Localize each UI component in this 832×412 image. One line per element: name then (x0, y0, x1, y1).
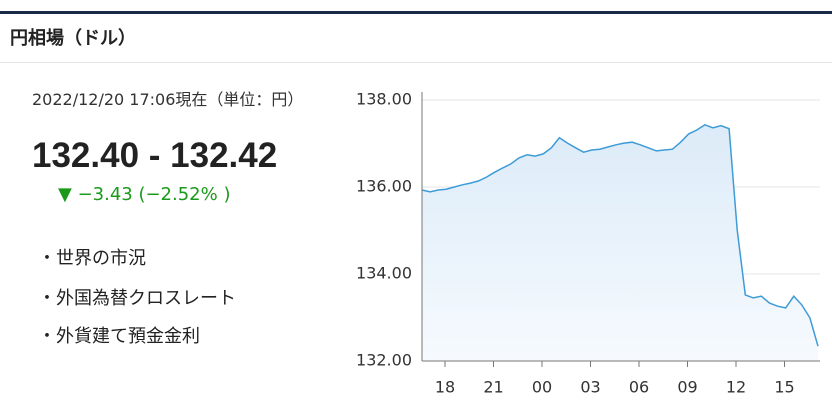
x-tick-label: 15 (774, 378, 794, 397)
y-tick-label: 132.00 (356, 351, 412, 370)
x-tick-label: 18 (435, 378, 455, 397)
x-tick-label: 21 (483, 378, 503, 397)
change: ▼ −3.43 (−2.52% ) (58, 184, 231, 205)
link[interactable]: ・外国為替クロスレート (38, 288, 236, 309)
separator (0, 62, 832, 63)
rate: 132.40 - 132.42 (32, 136, 278, 175)
y-tick-label: 138.00 (356, 90, 412, 109)
x-tick-label: 09 (677, 378, 697, 397)
top-bar (0, 11, 832, 14)
link[interactable]: ・世界の市況 (38, 248, 146, 269)
area (422, 124, 818, 361)
line (421, 123, 819, 347)
y-tick-label: 134.00 (356, 264, 412, 283)
timestamp: 2022/12/20 17:06現在（単位：円） (32, 90, 304, 109)
x-tick-label: 00 (532, 378, 552, 397)
widget-title: 円相場（ドル） (10, 28, 136, 49)
x-tick-label: 03 (580, 378, 600, 397)
y-tick-label: 136.00 (356, 177, 412, 196)
x-tick-label: 12 (726, 378, 746, 397)
x-tick-label: 06 (629, 378, 649, 397)
link[interactable]: ・外貨建て預金金利 (38, 326, 200, 347)
